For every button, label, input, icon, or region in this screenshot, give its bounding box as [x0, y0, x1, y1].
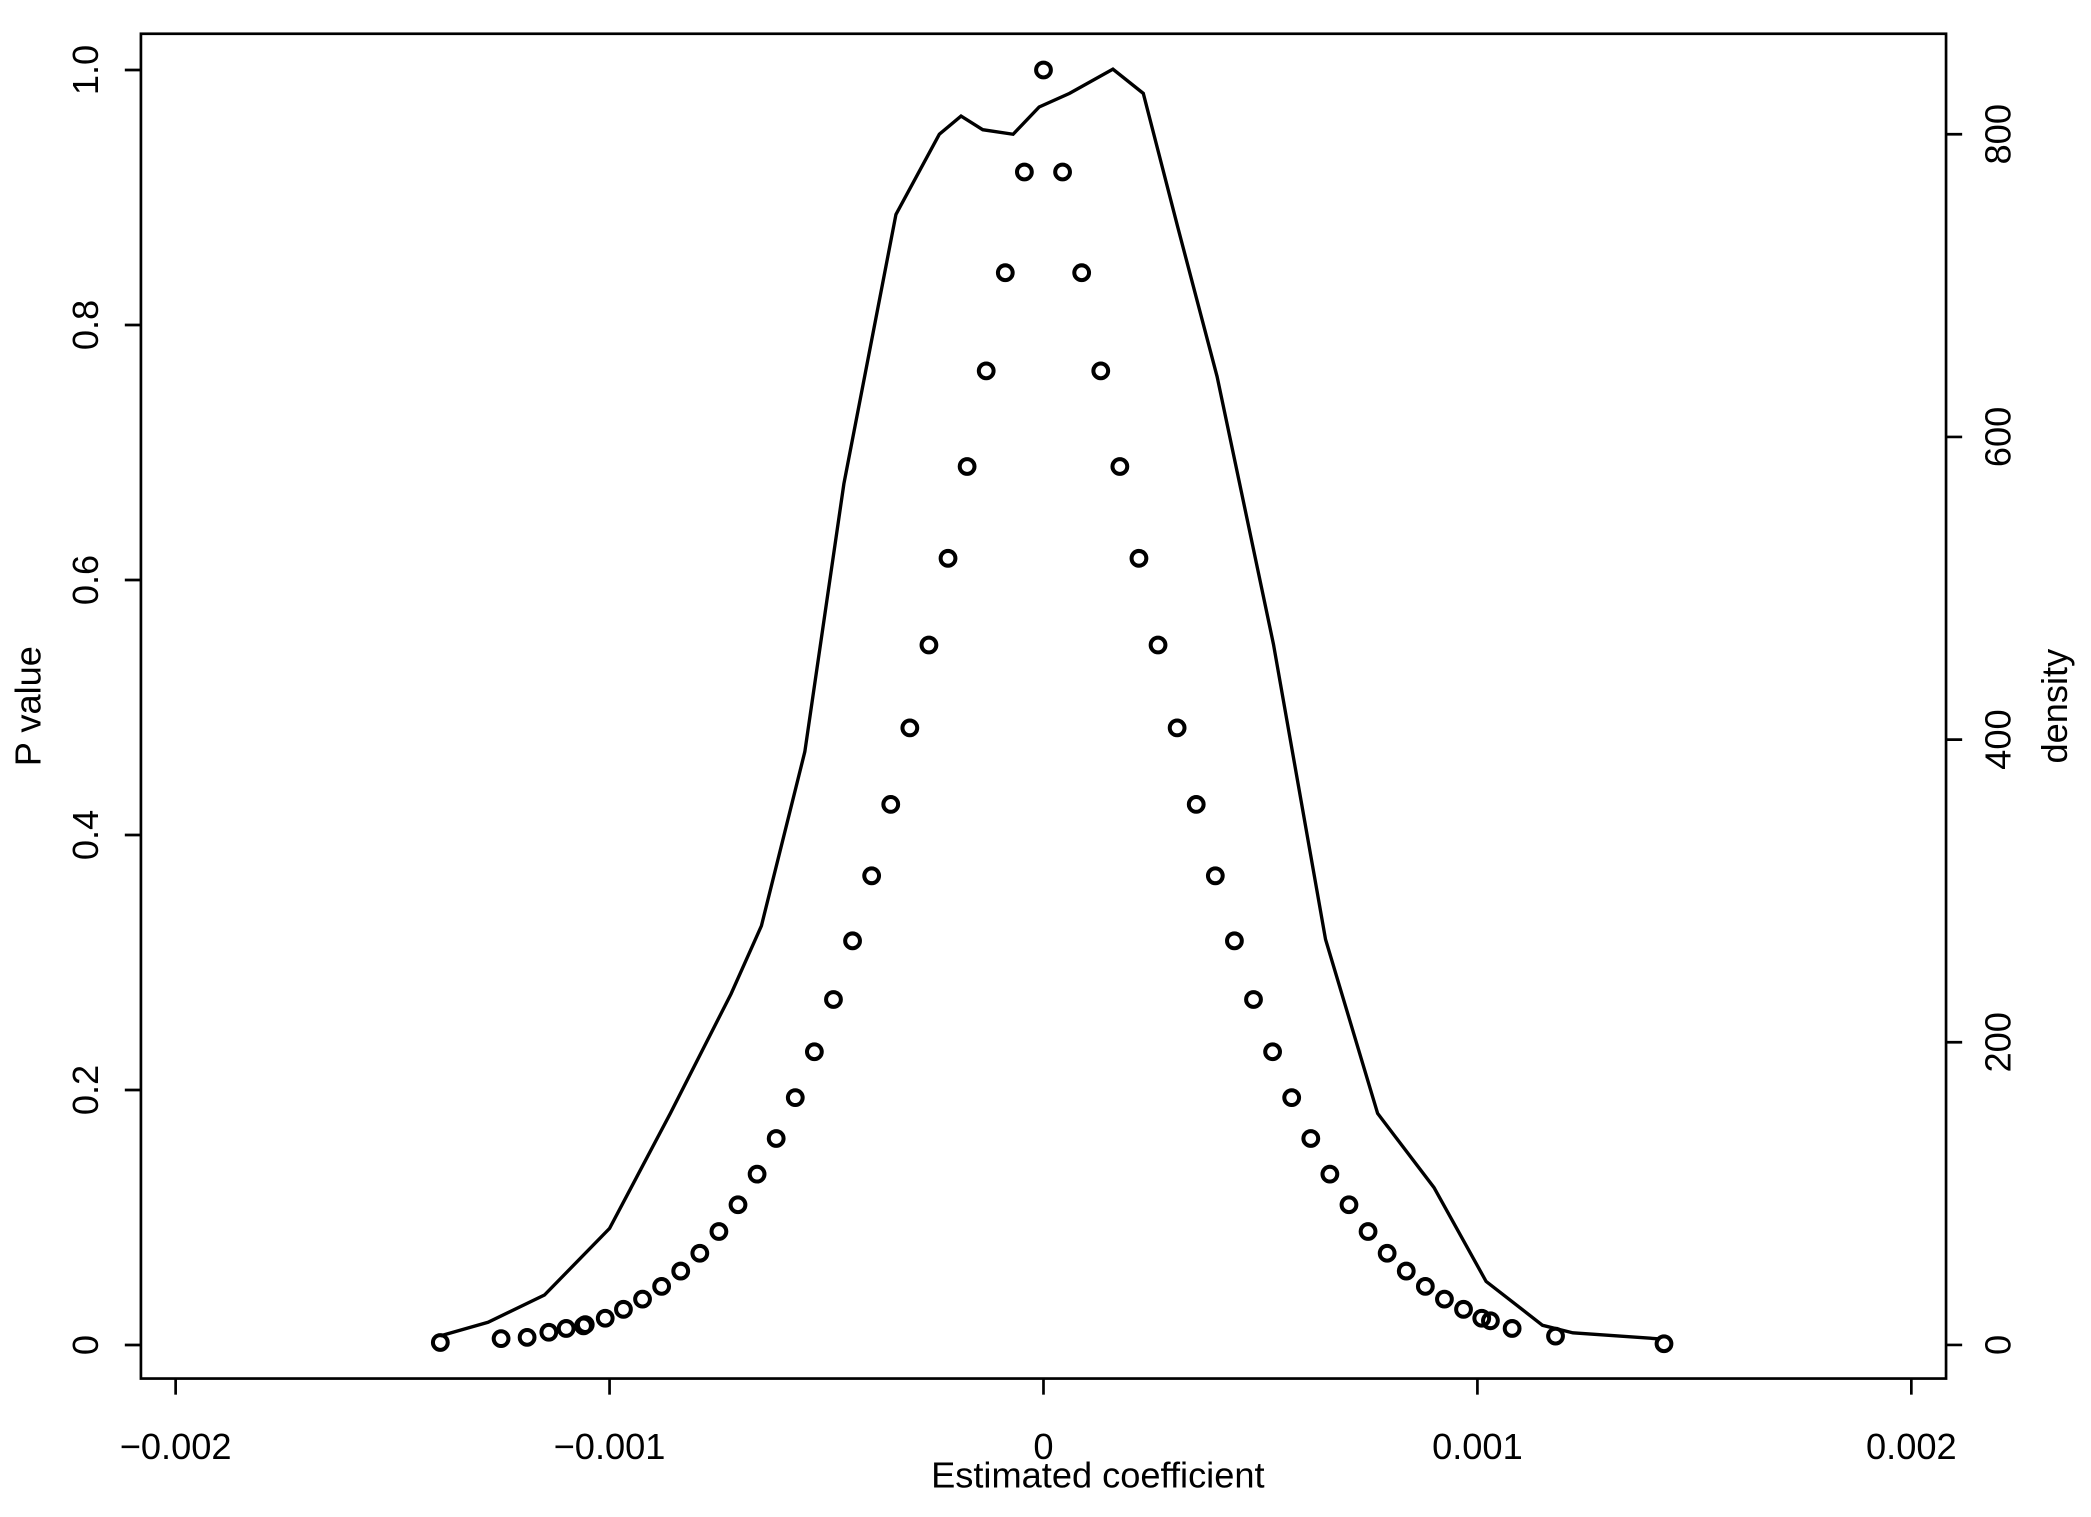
point: [1339, 1195, 1359, 1215]
y-tick-label: 0: [65, 1335, 106, 1355]
point: [1148, 635, 1168, 655]
y2-tick-label: 0: [1977, 1335, 2018, 1355]
point: [556, 1319, 576, 1338]
density-line: [439, 67, 1660, 1341]
y2-tick-label: 400: [1977, 709, 2018, 769]
point: [1435, 1289, 1454, 1309]
point: [976, 361, 996, 381]
point: [1034, 60, 1053, 80]
point: [728, 1195, 748, 1215]
point: [1282, 1088, 1302, 1108]
point: [1205, 866, 1225, 886]
point: [1358, 1222, 1378, 1241]
point: [709, 1222, 729, 1241]
point: [430, 1333, 450, 1352]
point: [595, 1308, 615, 1328]
point: [1396, 1261, 1416, 1281]
y2-axis-label: density: [2034, 648, 2075, 764]
point: [1110, 457, 1130, 476]
point: [1091, 361, 1111, 381]
point: [804, 1042, 824, 1062]
point: [652, 1276, 672, 1296]
x-axis-label: Estimated coefficient: [931, 1454, 1265, 1495]
point: [1167, 718, 1187, 738]
point: [1472, 1308, 1492, 1328]
y-axis-label: P value: [7, 646, 48, 766]
x-tick-label: −0.001: [554, 1426, 666, 1467]
point: [900, 718, 920, 738]
point: [785, 1088, 805, 1108]
x-tick-label: 0: [1033, 1426, 1053, 1467]
point: [766, 1129, 786, 1148]
point: [1320, 1164, 1340, 1184]
point: [671, 1261, 691, 1281]
point: [539, 1322, 559, 1342]
point: [747, 1164, 767, 1184]
y2-tick-label: 200: [1977, 1012, 2018, 1072]
point: [1481, 1311, 1500, 1331]
point: [1072, 263, 1092, 283]
y-tick-label: 0.6: [65, 555, 106, 605]
point: [1263, 1042, 1282, 1062]
point: [1014, 162, 1034, 182]
y2-tick-label: 800: [1977, 104, 2018, 164]
point: [575, 1315, 595, 1335]
point: [1129, 548, 1149, 568]
x-tick-label: 0.001: [1432, 1426, 1523, 1467]
point: [1502, 1319, 1522, 1338]
plot-frame: [139, 32, 1948, 1380]
point: [1244, 990, 1263, 1009]
point: [1654, 1334, 1674, 1354]
point: [517, 1327, 537, 1347]
point: [491, 1329, 511, 1349]
point: [614, 1299, 633, 1319]
point: [1377, 1243, 1397, 1263]
point: [881, 795, 901, 814]
x-tick-label: 0.002: [1866, 1426, 1957, 1467]
point: [1301, 1129, 1321, 1148]
point: [1454, 1299, 1473, 1319]
point: [1225, 931, 1244, 951]
point: [919, 635, 939, 655]
y-tick-label: 0.4: [65, 810, 106, 860]
point: [824, 990, 843, 1009]
point: [995, 263, 1015, 283]
point: [862, 866, 882, 886]
point: [938, 548, 958, 568]
point: [1186, 795, 1206, 814]
x-tick-label: −0.002: [120, 1426, 232, 1467]
point: [957, 457, 977, 476]
y2-tick-label: 600: [1977, 407, 2018, 467]
point: [1415, 1276, 1435, 1296]
y-tick-label: 1.0: [65, 45, 106, 95]
point: [690, 1243, 710, 1263]
y-tick-label: 0.8: [65, 300, 106, 350]
y-tick-label: 0.2: [65, 1065, 106, 1115]
point: [633, 1289, 652, 1309]
point: [1053, 162, 1072, 182]
point: [843, 931, 862, 951]
